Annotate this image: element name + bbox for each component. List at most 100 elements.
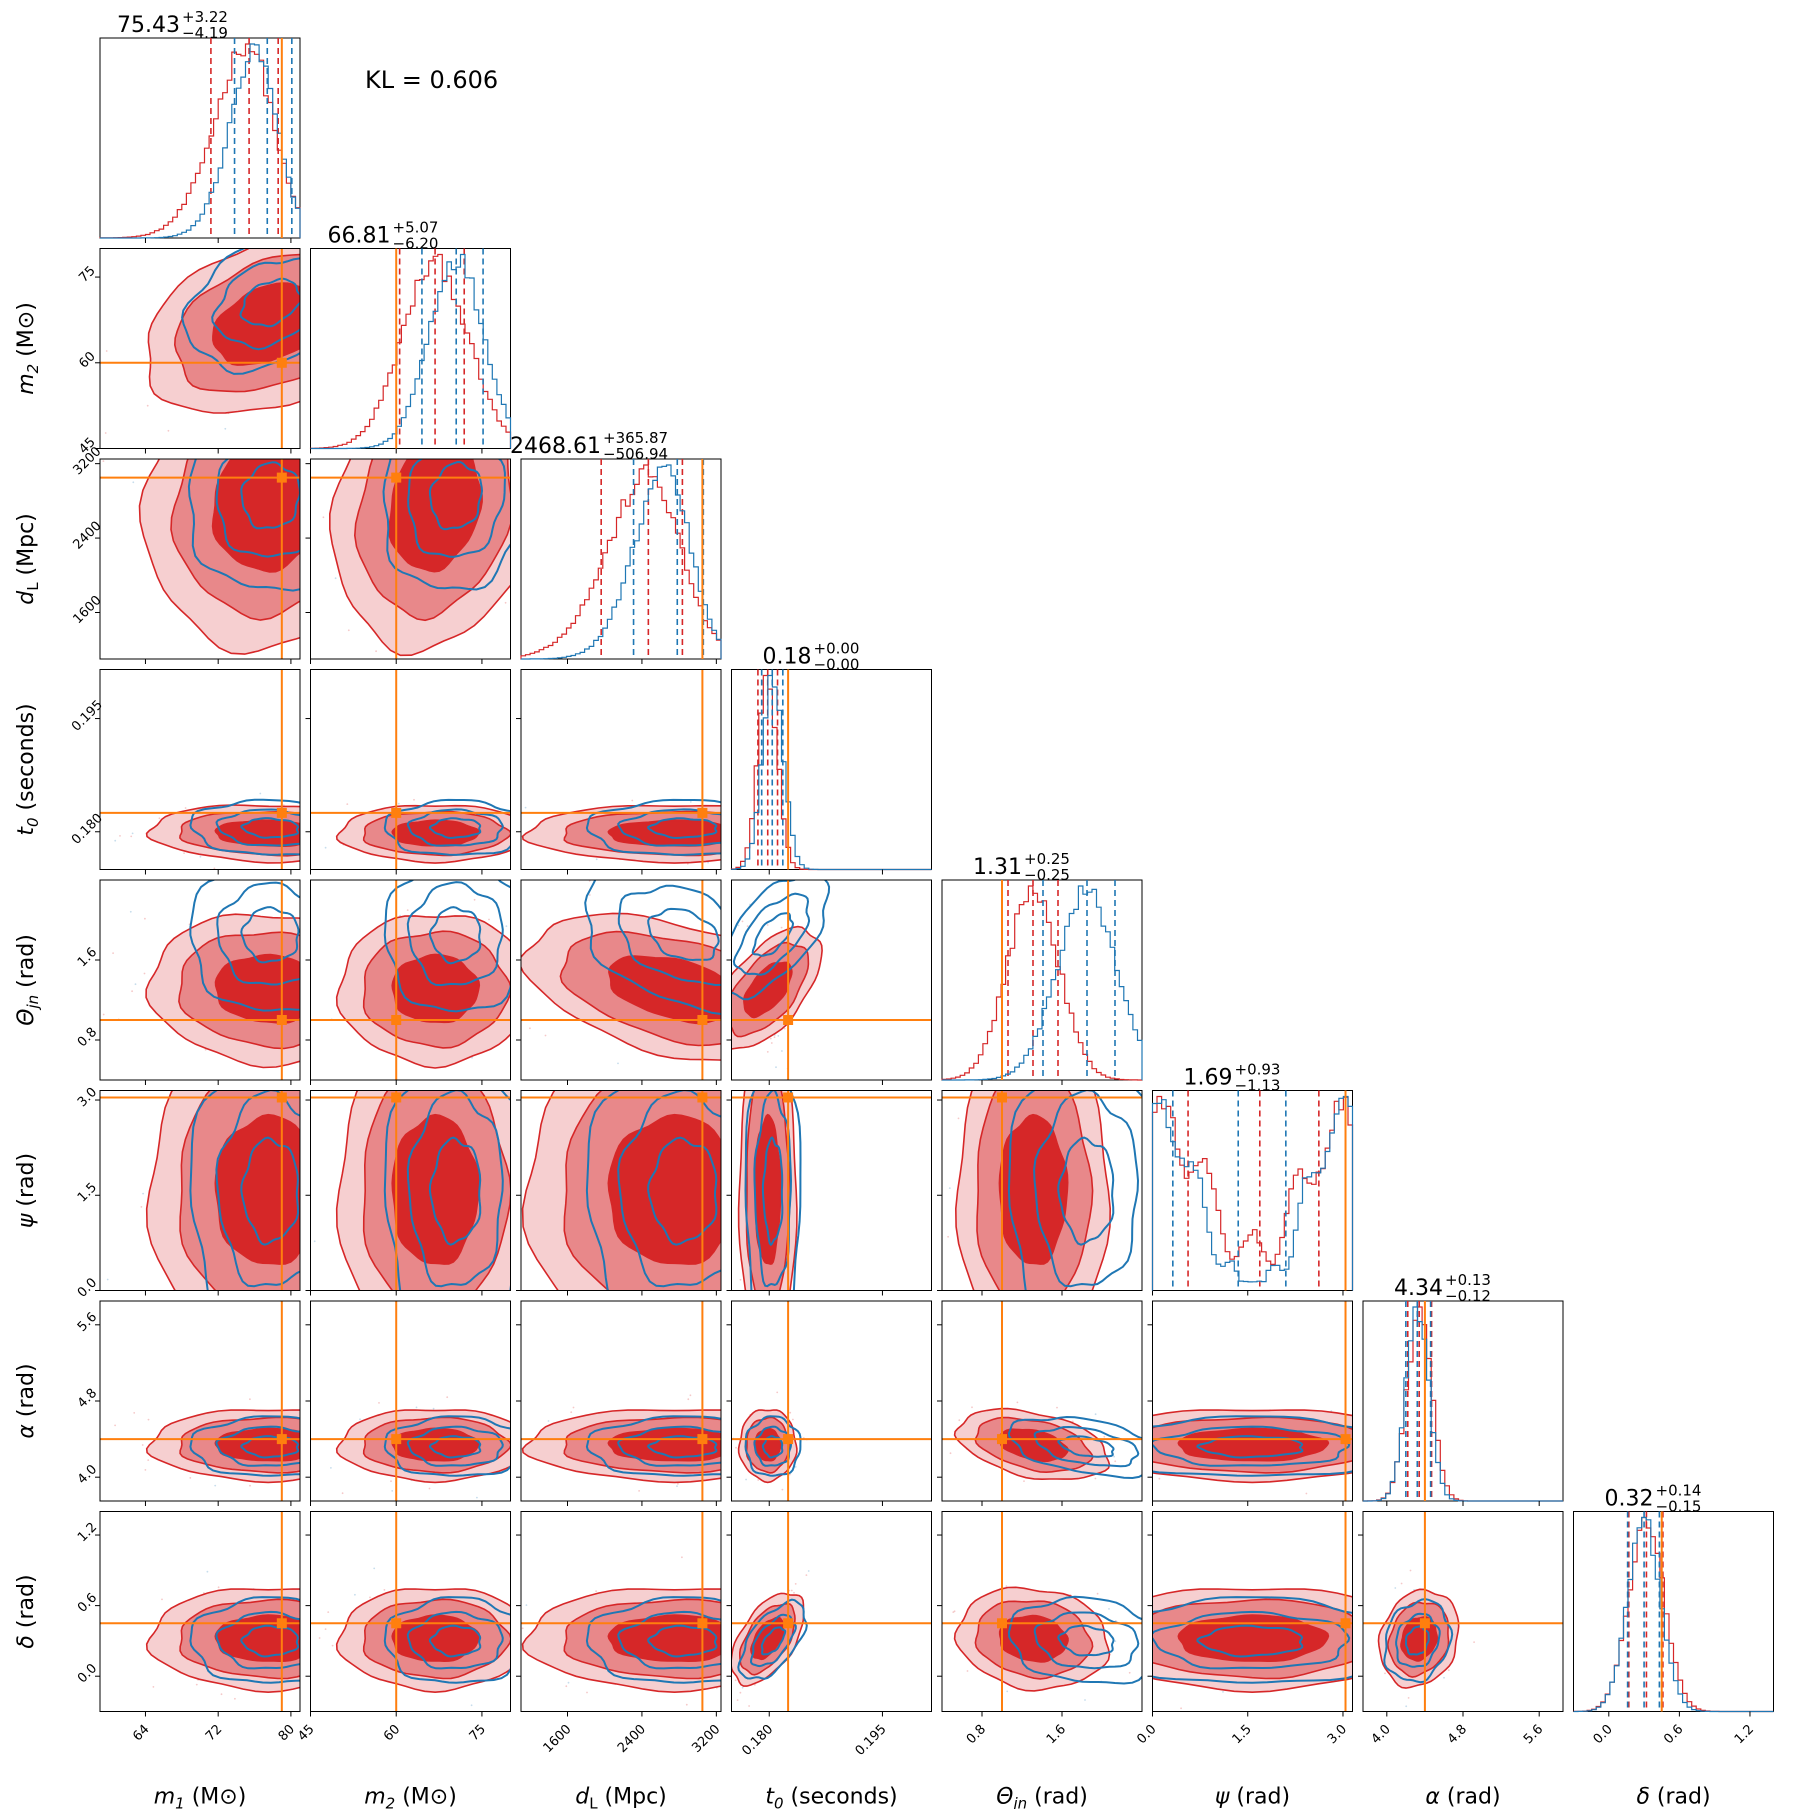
scatter-point (741, 1686, 744, 1689)
scatter-point (1473, 1641, 1475, 1643)
scatter-point (334, 577, 337, 580)
histogram-a-m2 (309, 253, 512, 449)
panel-t0-alpha (731, 1300, 932, 1502)
scatter-point (1053, 1293, 1055, 1295)
contour-fill-a-2 (214, 819, 300, 848)
scatter-point (131, 832, 134, 835)
truth-marker (1340, 1618, 1351, 1629)
panel-content-theta_jn-delta (935, 1511, 1142, 1720)
scatter-point (1128, 1671, 1131, 1674)
truth-marker (391, 1434, 402, 1445)
truth-marker (276, 357, 287, 368)
scatter-point (725, 1202, 727, 1204)
panel-frame (520, 879, 722, 1081)
scatter-point (1114, 1640, 1117, 1642)
scatter-point (102, 1013, 105, 1016)
scatter-point (525, 1604, 528, 1606)
panel-content-m1-psi (100, 1090, 300, 1291)
x-tick-label-dL: 1600 (541, 1722, 575, 1756)
scatter-point (302, 821, 304, 823)
histogram-b-m2 (310, 253, 512, 450)
scatter-point (303, 569, 305, 571)
y-axis-label-symbol: m (14, 373, 39, 394)
panel-frame (310, 458, 511, 660)
contour-line-b-2 (647, 907, 720, 962)
scatter-point (373, 1567, 376, 1570)
x-tick-label-m1: 72 (203, 1722, 225, 1744)
scatter-point (1180, 1707, 1182, 1710)
panel-frame (99, 458, 301, 660)
scatter-point (1094, 1413, 1097, 1416)
contour-fill-a-2 (998, 1113, 1069, 1265)
scatter-point (390, 1480, 392, 1483)
scatter-point (140, 1206, 143, 1208)
panel-theta_jn-alpha (941, 1300, 1143, 1502)
contour-line-b-2 (751, 912, 795, 957)
contour-line-b-0 (383, 1596, 511, 1684)
scatter-point (303, 436, 305, 438)
title-plus-m2: +5.07 (393, 219, 439, 237)
truth-marker (276, 1434, 287, 1445)
scatter-point (428, 1487, 431, 1490)
scatter-point (167, 429, 170, 432)
panel-content-m2-delta (310, 1511, 511, 1712)
contour-line-b-1 (407, 459, 506, 558)
scatter-point (726, 1306, 728, 1308)
contour-line-b-1 (406, 1425, 504, 1467)
contour-line-b-2 (1196, 1435, 1304, 1459)
title-minus-dL: −506.94 (603, 445, 668, 463)
y-tick-label-theta_jn: 1.6 (75, 945, 100, 970)
contour-line-b-0 (189, 1090, 219, 1291)
x-tick-label-psi: 0.0 (1134, 1722, 1159, 1747)
contour-line-b-1 (406, 1610, 504, 1670)
scatter-point (794, 1583, 797, 1585)
truth-marker (391, 1092, 402, 1103)
contour-line-b-0 (1152, 1415, 1353, 1477)
scatter-point (935, 1648, 937, 1650)
scatter-point (486, 666, 488, 668)
y-axis-label-unit: (Mpc) (14, 513, 39, 582)
y-tick-label-delta: 0.0 (75, 1661, 100, 1686)
x-axis-label-unit: (rad) (1440, 1785, 1501, 1809)
scatter-point (805, 1574, 808, 1576)
x-tick-label-psi: 1.5 (1230, 1722, 1255, 1747)
scatter-point (213, 867, 216, 870)
scatter-point (1222, 1691, 1224, 1693)
y-axis-label-symbol: d (14, 590, 39, 605)
scatter-point (783, 1027, 786, 1030)
scatter-point (722, 1475, 724, 1477)
x-tick-label-t0: 0.195 (853, 1722, 890, 1759)
contour-line-b-2 (428, 817, 482, 840)
panel-m1-psi (99, 1090, 301, 1291)
scatter-point (505, 925, 508, 928)
scatter-point (424, 1086, 426, 1088)
contour-line-b-1 (1033, 1090, 1140, 1288)
scatter-point (471, 1056, 473, 1059)
panel-content-t0-theta_jn (731, 880, 932, 1080)
panel-content-dL-delta (521, 1511, 721, 1712)
x-axis-label-symbol: d (575, 1785, 590, 1809)
contour-line-b-1 (617, 1425, 721, 1467)
contour-line-b-1 (406, 881, 504, 987)
panel-content-m1-dL (100, 436, 310, 659)
truth-marker (276, 1015, 287, 1025)
scatter-point (308, 598, 310, 600)
scatter-point (330, 1467, 332, 1469)
contour-fill-a-2 (214, 1614, 300, 1663)
x-axis-label-symbol: m (154, 1785, 175, 1809)
scatter-point (152, 1686, 155, 1688)
title-minus-m1: −4.19 (182, 24, 228, 42)
contour-line-b-0 (585, 1596, 721, 1684)
y-tick-label-psi: 1.5 (75, 1180, 100, 1205)
panel-content-dL-psi (521, 1090, 728, 1308)
scatter-point (776, 1391, 779, 1394)
panel-m2-theta_jn (310, 879, 511, 1081)
scatter-point (106, 1278, 109, 1281)
scatter-point (488, 918, 490, 921)
scatter-point (249, 1484, 251, 1487)
panel-frame-theta_jn (941, 879, 1143, 1081)
scatter-point (147, 1418, 150, 1421)
panel-m1-m2 (99, 248, 301, 449)
diag-panel-psi (1151, 1090, 1354, 1291)
scatter-point (1036, 1718, 1038, 1720)
